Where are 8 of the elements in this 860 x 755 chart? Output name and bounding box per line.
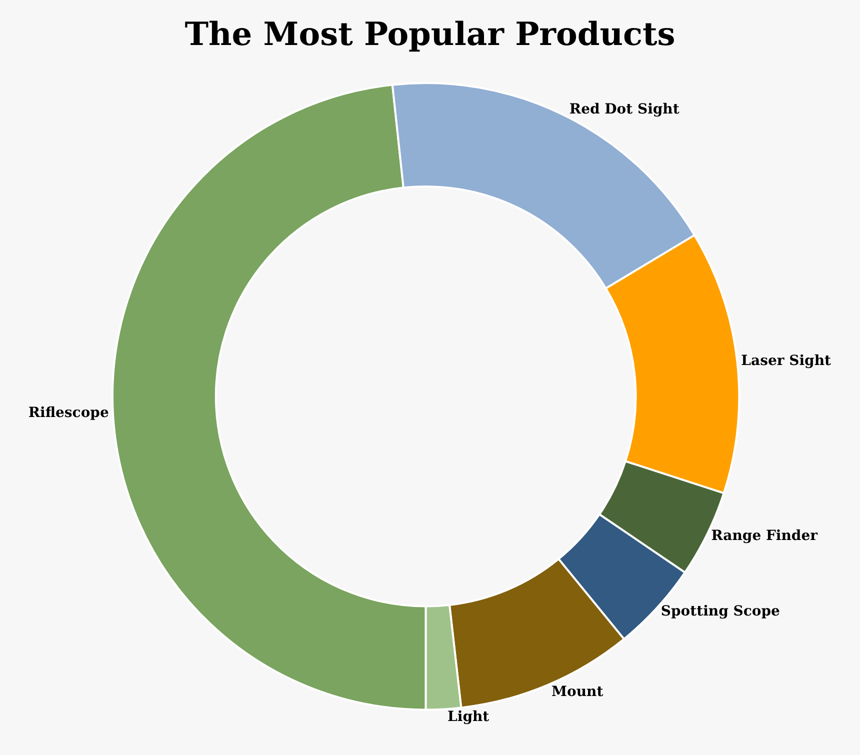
slice-label: Riflescope (28, 405, 109, 422)
slice-label: Red Dot Sight (569, 101, 680, 118)
slice-label: Laser Sight (741, 352, 832, 369)
chart-title: The Most Popular Products (184, 15, 676, 54)
slice-label: Range Finder (711, 528, 818, 544)
slice-label: Spotting Scope (660, 604, 780, 620)
slice-label: Mount (552, 684, 604, 700)
slice-label: Light (448, 709, 490, 726)
